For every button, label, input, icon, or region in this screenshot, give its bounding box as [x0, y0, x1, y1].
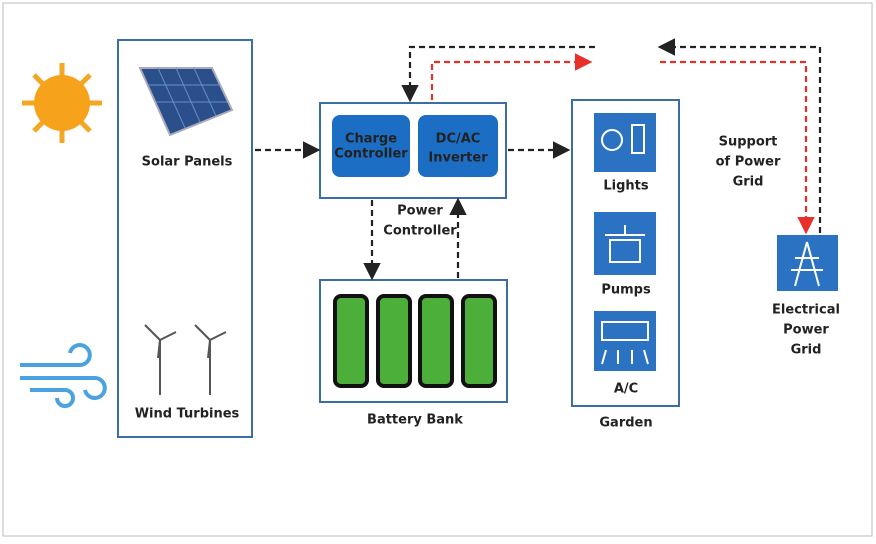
grid-label: Power [783, 323, 829, 338]
diagram: Solar PanelsWind TurbinesChargeControlle… [0, 0, 876, 540]
grid-label: Grid [791, 343, 822, 358]
support-label: of Power [716, 155, 781, 170]
pumps-label: Pumps [601, 283, 651, 298]
charge-label: Controller [334, 147, 408, 162]
sun [22, 63, 102, 143]
inverter-label: DC/AC [436, 132, 481, 147]
inverter-label: Inverter [428, 151, 488, 166]
garden-label: Garden [599, 416, 652, 431]
battery-label: Battery Bank [367, 413, 463, 428]
charge-label: Charge [345, 132, 397, 147]
grid-label: Electrical [772, 303, 840, 318]
lights-label: Lights [603, 179, 649, 194]
wind-label: Wind Turbines [135, 407, 240, 422]
wind-icon [20, 345, 105, 406]
pumps-icon [594, 212, 656, 275]
ac-label: A/C [614, 382, 638, 397]
power-controller-label: Power [397, 204, 443, 219]
support-label: Support [719, 135, 778, 150]
solar-label: Solar Panels [142, 155, 233, 170]
power-controller-label: Controller [383, 224, 457, 239]
support-label: Grid [733, 175, 764, 190]
